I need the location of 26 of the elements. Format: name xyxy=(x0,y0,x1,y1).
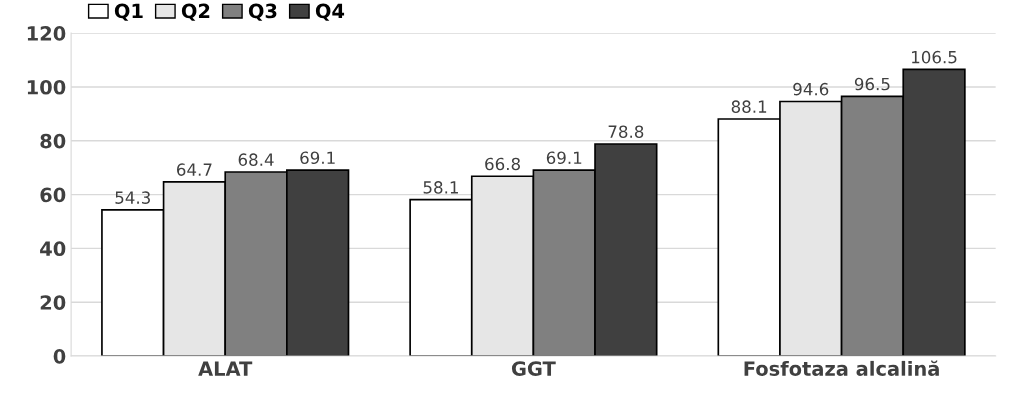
data-label: 64.7 xyxy=(177,163,212,176)
y-tick-label: 40 xyxy=(40,241,66,257)
data-label: 68.4 xyxy=(238,153,274,166)
legend-label: Q2 xyxy=(181,3,210,21)
data-label: 78.8 xyxy=(608,125,644,138)
data-label: 94.6 xyxy=(793,82,829,96)
y-tick-label: 80 xyxy=(40,133,66,149)
legend-label: Q4 xyxy=(315,3,345,21)
y-tick-label: 120 xyxy=(27,26,66,41)
data-label: 54.3 xyxy=(115,191,150,204)
data-label: 58.1 xyxy=(423,181,458,194)
y-tick-label: 0 xyxy=(53,349,66,364)
x-tick-label: ALAT xyxy=(198,361,253,376)
y-tick-label: 20 xyxy=(40,295,66,310)
data-label: 69.1 xyxy=(546,151,582,165)
data-label: 96.5 xyxy=(854,77,890,91)
data-label: 69.1 xyxy=(300,151,335,165)
legend-label: Q1 xyxy=(114,3,143,21)
legend-label: Q3 xyxy=(248,3,277,21)
data-label: 88.1 xyxy=(731,100,767,113)
x-tick-label: Fosfotaza alcalină xyxy=(744,360,939,376)
x-tick-label: GGT xyxy=(511,361,556,376)
data-label: 66.8 xyxy=(485,157,520,171)
data-label: 106.5 xyxy=(912,50,957,64)
y-tick-label: 60 xyxy=(40,187,66,203)
y-tick-label: 100 xyxy=(27,79,66,95)
